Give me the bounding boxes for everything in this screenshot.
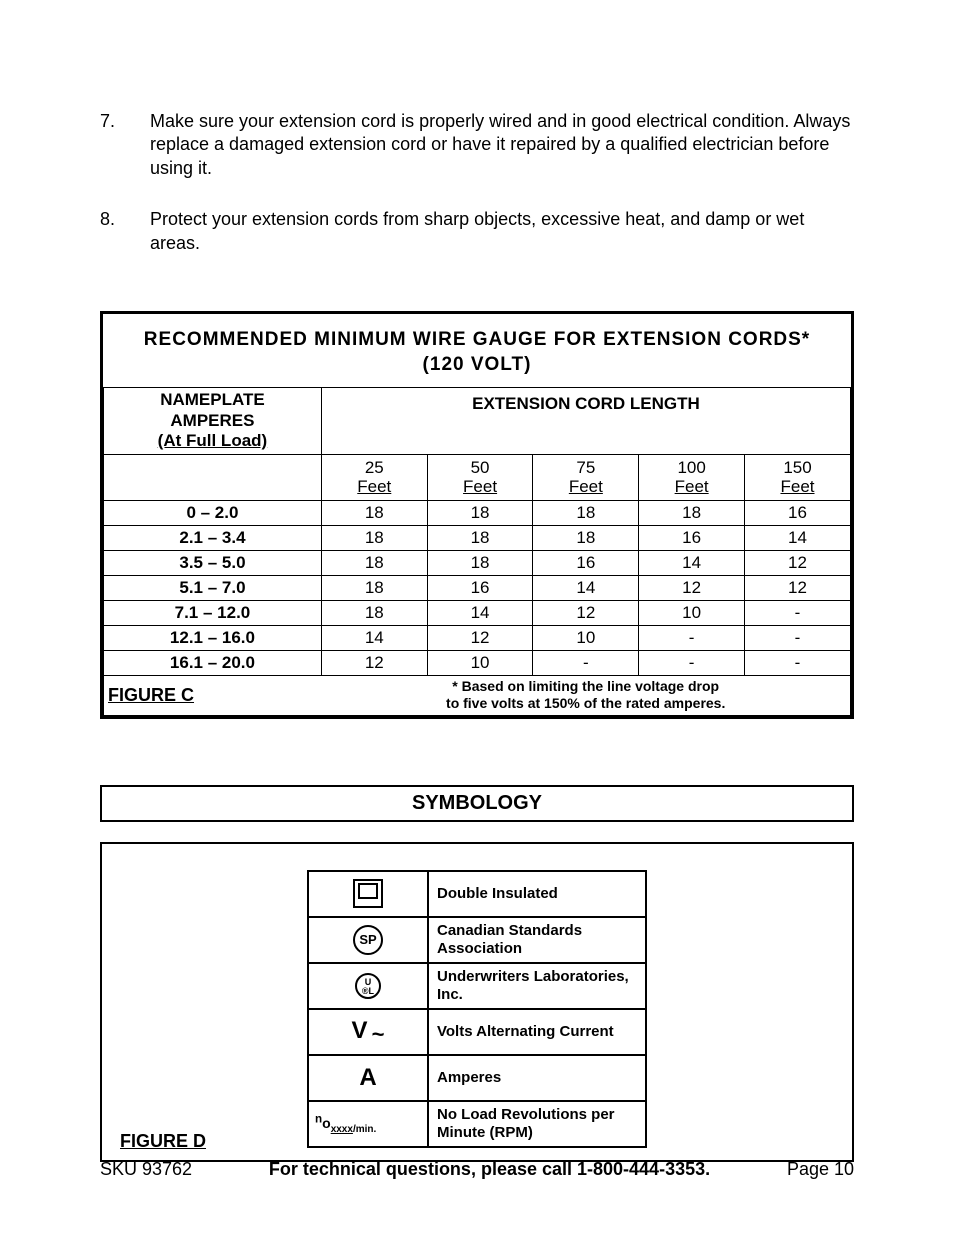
wire-gauge-table: NAMEPLATE AMPERES (At Full Load) EXTENSI… — [103, 387, 851, 715]
list-number: 8. — [100, 208, 150, 255]
table-row: 0 – 2.01818181816 — [104, 500, 851, 525]
table-row: 5.1 – 7.01816141212 — [104, 575, 851, 600]
figure-d-label: FIGURE D — [120, 1131, 206, 1152]
symbology-table: Double Insulated SP Canadian Standards A… — [307, 870, 647, 1148]
symb-label: No Load Revolutions per Minute (RPM) — [428, 1101, 646, 1147]
sku-label: SKU 93762 — [100, 1159, 192, 1180]
table-row: Double Insulated — [308, 871, 646, 917]
tech-support-text: For technical questions, please call 1-8… — [269, 1159, 710, 1180]
page-number: Page 10 — [787, 1159, 854, 1180]
table-row: U®L Underwriters Laboratories, Inc. — [308, 963, 646, 1009]
header-cord-length: EXTENSION CORD LENGTH — [321, 388, 850, 454]
table-title-line2: (120 VOLT) — [423, 354, 532, 375]
length-col: 25Feet — [321, 454, 427, 500]
length-col: 150Feet — [745, 454, 851, 500]
table-row: 2.1 – 3.41818181614 — [104, 525, 851, 550]
table-title: RECOMMENDED MINIMUM WIRE GAUGE FOR EXTEN… — [103, 314, 851, 387]
wire-gauge-table-box: RECOMMENDED MINIMUM WIRE GAUGE FOR EXTEN… — [100, 311, 854, 719]
symb-label: Volts Alternating Current — [428, 1009, 646, 1055]
list-item-8: 8. Protect your extension cords from sha… — [100, 208, 854, 255]
symb-label: Canadian Standards Association — [428, 917, 646, 963]
symb-label: Underwriters Laboratories, Inc. — [428, 963, 646, 1009]
table-row: SP Canadian Standards Association — [308, 917, 646, 963]
table-row: noxxxx/min. No Load Revolutions per Minu… — [308, 1101, 646, 1147]
vac-icon: V ~ — [308, 1009, 428, 1055]
length-col: 75Feet — [533, 454, 639, 500]
csa-icon: SP — [308, 917, 428, 963]
list-text: Protect your extension cords from sharp … — [150, 208, 854, 255]
ul-icon: U®L — [308, 963, 428, 1009]
table-row: 3.5 – 5.01818161412 — [104, 550, 851, 575]
page: 7. Make sure your extension cord is prop… — [0, 0, 954, 1235]
length-col: 100Feet — [639, 454, 745, 500]
table-row: 16.1 – 20.01210--- — [104, 650, 851, 675]
list-item-7: 7. Make sure your extension cord is prop… — [100, 110, 854, 180]
page-footer: SKU 93762 For technical questions, pleas… — [100, 1159, 854, 1180]
empty-cell — [104, 454, 322, 500]
symb-label: Double Insulated — [428, 871, 646, 917]
list-text: Make sure your extension cord is properl… — [150, 110, 854, 180]
amperes-icon: A — [308, 1055, 428, 1101]
table-title-line1: RECOMMENDED MINIMUM WIRE GAUGE FOR EXTEN… — [144, 329, 810, 350]
double-insulated-icon — [308, 871, 428, 917]
table-row: V ~ Volts Alternating Current — [308, 1009, 646, 1055]
table-row: A Amperes — [308, 1055, 646, 1101]
table-row: 12.1 – 16.0141210-- — [104, 625, 851, 650]
figure-c-label: FIGURE C — [108, 685, 194, 705]
table-row: 7.1 – 12.018141210- — [104, 600, 851, 625]
symbology-box: Double Insulated SP Canadian Standards A… — [100, 842, 854, 1162]
footnote-text: * Based on limiting the line voltage dro… — [325, 678, 846, 713]
length-col: 50Feet — [427, 454, 533, 500]
list-number: 7. — [100, 110, 150, 180]
footnote-row: FIGURE C * Based on limiting the line vo… — [104, 675, 851, 715]
rpm-icon: noxxxx/min. — [308, 1101, 428, 1147]
header-nameplate: NAMEPLATE AMPERES (At Full Load) — [104, 388, 322, 454]
symb-label: Amperes — [428, 1055, 646, 1101]
symbology-header: SYMBOLOGY — [100, 785, 854, 822]
